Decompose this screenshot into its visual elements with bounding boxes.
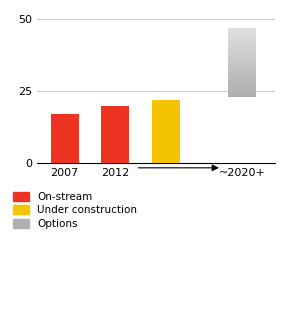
Bar [228,73,256,74]
Bar [51,114,79,164]
Bar [228,69,256,70]
Bar [228,75,256,76]
Bar [228,60,256,61]
Bar [228,35,256,36]
Bar [228,58,256,59]
Bar [228,62,256,63]
Bar [228,59,256,60]
Bar [228,44,256,45]
Bar [228,51,256,52]
Bar [228,28,256,29]
Bar [228,86,256,87]
Bar [228,70,256,71]
Bar [228,78,256,79]
Bar [228,45,256,46]
Bar [228,33,256,34]
Bar [228,89,256,90]
Bar [228,46,256,47]
Bar [228,92,256,93]
Bar [228,37,256,38]
Bar [228,34,256,35]
Bar [228,63,256,64]
Bar [228,72,256,73]
Bar [228,40,256,41]
Bar [228,94,256,95]
Bar [228,71,256,72]
Bar [228,64,256,65]
Bar [228,83,256,84]
Bar [228,53,256,54]
Bar [228,84,256,85]
Bar [228,47,256,48]
Bar [228,42,256,43]
Bar [228,82,256,83]
Bar [228,56,256,57]
Bar [228,88,256,89]
Bar [228,31,256,32]
Bar [228,29,256,30]
Legend: On-stream, Under construction, Options: On-stream, Under construction, Options [13,192,137,229]
Bar [228,93,256,94]
Bar [228,32,256,33]
Bar [228,52,256,53]
Bar [228,85,256,86]
Bar [228,39,256,40]
Bar [228,91,256,92]
Bar [228,30,256,31]
Bar [228,87,256,88]
Bar [228,50,256,51]
Bar [228,90,256,91]
Bar [228,66,256,67]
Bar [228,80,256,81]
Bar [228,65,256,66]
Bar [228,41,256,42]
Bar [228,76,256,77]
Bar [228,43,256,44]
Bar [228,74,256,75]
Bar [152,100,180,164]
Bar [228,68,256,69]
Bar [228,77,256,78]
Bar [228,67,256,68]
Bar [228,81,256,82]
Bar [228,96,256,97]
Bar [102,106,129,164]
Bar [228,57,256,58]
Bar [228,54,256,55]
Bar [228,95,256,96]
Bar [228,49,256,50]
Bar [228,55,256,56]
Bar [228,79,256,80]
Bar [228,48,256,49]
Bar [228,61,256,62]
Bar [228,38,256,39]
Bar [228,36,256,37]
